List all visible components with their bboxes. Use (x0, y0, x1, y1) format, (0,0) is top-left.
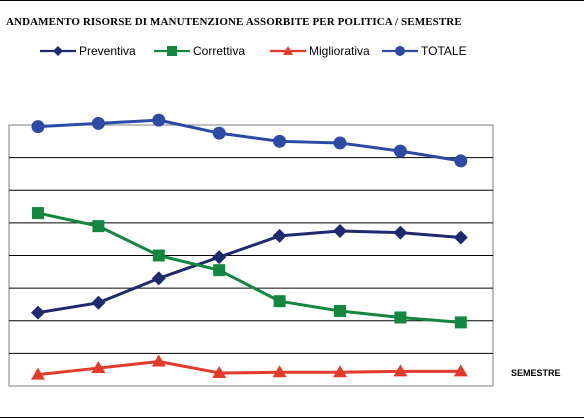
series-line-migliorativa (37, 360, 461, 377)
legend-marker-square-icon (154, 46, 190, 56)
series-line-preventiva (37, 229, 461, 315)
data-point-correttiva (152, 249, 165, 262)
x-axis-label: SEMESTRE (511, 368, 561, 378)
legend-label-totale: TOTALE (421, 44, 467, 58)
legend-label-preventiva: Preventiva (79, 44, 136, 58)
data-point-preventiva (333, 224, 347, 239)
legend-item-preventiva: Preventiva (40, 41, 136, 61)
data-point-preventiva (91, 295, 106, 310)
data-point-correttiva (92, 220, 105, 233)
data-point-totale (454, 154, 468, 168)
data-point-correttiva (213, 264, 226, 277)
data-point-migliorativa (272, 365, 287, 378)
data-point-totale (393, 144, 407, 158)
data-point-migliorativa (151, 354, 166, 367)
data-point-migliorativa (212, 365, 227, 378)
data-point-totale (333, 136, 347, 150)
legend-marker-circle-icon (382, 46, 418, 56)
series-line-totale (37, 118, 462, 163)
legend-label-correttiva: Correttiva (193, 44, 246, 58)
data-point-preventiva (393, 225, 408, 240)
data-point-migliorativa (333, 365, 347, 378)
data-point-preventiva (272, 228, 287, 243)
data-point-preventiva (212, 250, 227, 265)
data-point-totale (152, 113, 166, 127)
data-point-migliorativa (31, 367, 45, 380)
legend-item-correttiva: Correttiva (154, 41, 245, 61)
data-point-preventiva (31, 305, 45, 320)
data-point-correttiva (32, 207, 44, 220)
data-point-migliorativa (453, 364, 468, 377)
data-point-correttiva (394, 311, 407, 324)
series-line-correttiva (37, 211, 461, 324)
data-point-totale (91, 116, 105, 130)
legend-marker-triangle-icon (270, 46, 306, 55)
legend-item-totale: TOTALE (382, 41, 467, 61)
data-point-preventiva (453, 230, 468, 245)
data-point-correttiva (273, 295, 286, 308)
data-point-migliorativa (393, 364, 408, 377)
data-point-migliorativa (91, 361, 106, 374)
data-point-correttiva (454, 316, 467, 329)
legend-item-migliorativa: Migliorativa (270, 41, 370, 61)
chart-legend: Preventiva Correttiva Migliorativa TOTAL… (40, 41, 560, 61)
data-point-totale (273, 134, 287, 148)
data-point-correttiva (334, 304, 346, 317)
data-point-preventiva (151, 271, 166, 286)
legend-marker-diamond-icon (40, 46, 76, 56)
data-point-totale (212, 126, 226, 140)
chart-title: ANDAMENTO RISORSE DI MANUTENZIONE ASSORB… (6, 16, 462, 28)
data-point-totale (31, 120, 45, 134)
legend-label-migliorativa: Migliorativa (309, 44, 370, 58)
